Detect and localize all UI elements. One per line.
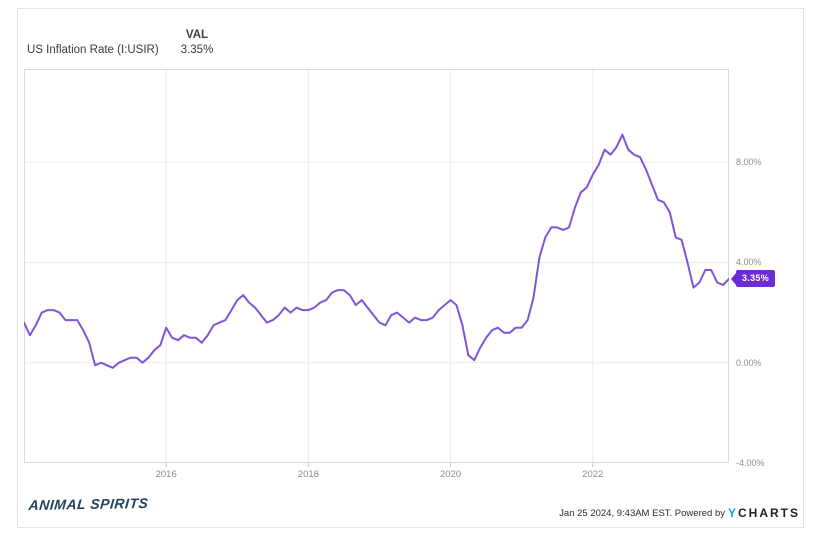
animal-spirits-logo: ANIMAL SPIRITS [28,494,150,513]
val-column-header: VAL [185,29,209,41]
x-axis-label: 2018 [297,469,319,480]
x-axis-label: 2022 [582,469,604,480]
val-current-value: 3.35% [180,44,214,56]
value-badge: 3.35% [736,270,776,288]
chart-svg [23,69,730,467]
y-axis-label: 0.00% [736,357,762,368]
ycharts-logo: YCHARTS [728,506,800,520]
y-axis-label: -4.00% [736,458,765,468]
timestamp: Jan 25 2024, 9:43AM EST. Powered by [559,507,725,519]
ycharts-charts: CHARTS [738,506,800,520]
series-title: US Inflation Rate (I:USIR) [27,44,159,56]
plot-area [23,69,730,469]
x-axis-label: 2020 [439,469,462,480]
inflation-line [23,133,730,369]
ycharts-y: Y [727,506,738,520]
y-axis-label: 8.00% [736,157,762,168]
x-axis-label: 2016 [155,469,177,480]
y-axis-label: 4.00% [736,257,762,268]
chart-card [17,8,804,528]
footer-attribution: Jan 25 2024, 9:43AM EST. Powered by YCHA… [559,506,800,520]
